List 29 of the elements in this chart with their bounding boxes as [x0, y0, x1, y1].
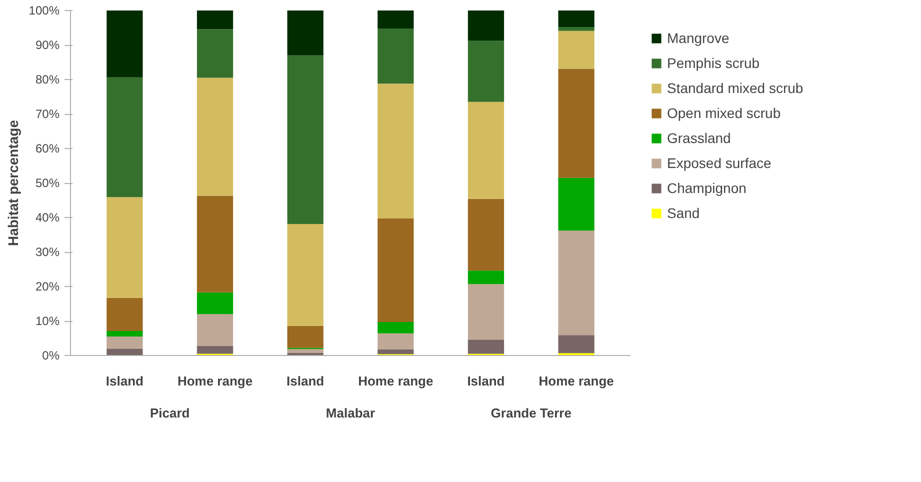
- x-tick-label: Home range: [177, 374, 253, 388]
- y-tick-label: 100%: [28, 4, 60, 18]
- legend-label: Standard mixed scrub: [667, 80, 804, 96]
- y-axis-title: Habitat percentage: [4, 120, 21, 246]
- y-tick-label: 60%: [35, 142, 60, 156]
- y-tick-label: 40%: [35, 210, 60, 224]
- x-tick-label: Home range: [538, 374, 614, 388]
- text: Malabar: [326, 406, 376, 420]
- text: Grande Terre: [490, 406, 572, 420]
- y-tick-label: 20%: [35, 280, 60, 294]
- x-tick-label: Island: [106, 374, 144, 388]
- text: Picard: [150, 406, 190, 420]
- y-tick-label: 90%: [35, 38, 60, 52]
- y-tick-label: 30%: [35, 245, 60, 259]
- y-tick-label: 50%: [35, 176, 60, 190]
- legend-label: Exposed surface: [667, 155, 772, 171]
- legend-label: Open mixed scrub: [667, 105, 781, 121]
- y-tick-label: 70%: [35, 107, 60, 121]
- y-tick-label: 0%: [42, 348, 60, 362]
- legend-label: Grassland: [667, 130, 731, 146]
- y-tick-label: 10%: [35, 314, 60, 328]
- x-tick-label: Home range: [358, 374, 434, 388]
- legend-label: Mangrove: [667, 30, 730, 46]
- x-tick-label: Island: [286, 374, 324, 388]
- legend-label: Sand: [667, 205, 700, 221]
- legend-label: Pemphis scrub: [667, 55, 760, 71]
- legend-label: Champignon: [667, 180, 746, 196]
- y-tick-label: 80%: [35, 72, 60, 86]
- x-tick-label: Island: [467, 374, 505, 388]
